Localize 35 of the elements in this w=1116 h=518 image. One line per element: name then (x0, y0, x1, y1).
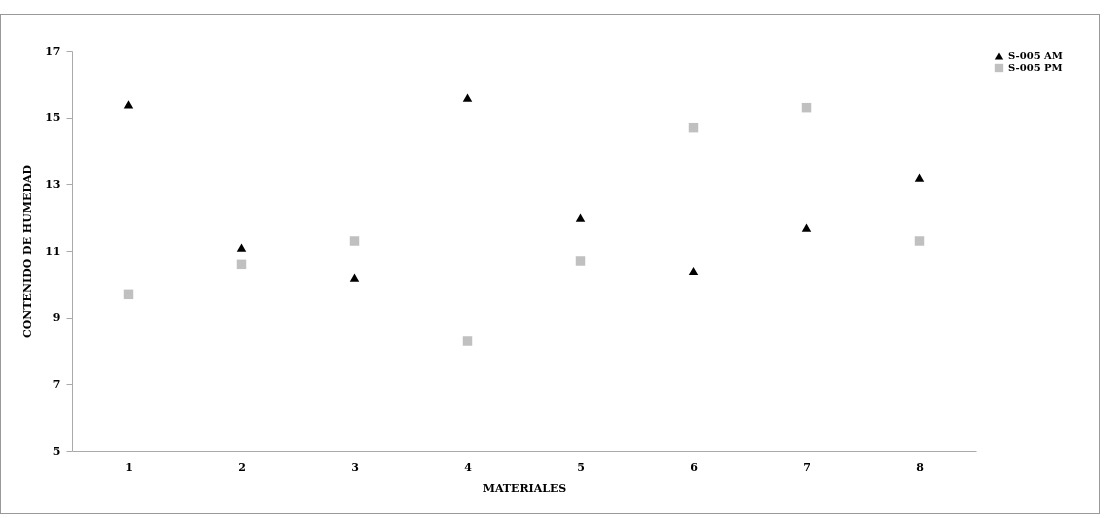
x-tick-label: 8 (916, 460, 925, 474)
point (575, 256, 586, 266)
y-tick-label: 15 (45, 111, 61, 125)
point (349, 273, 360, 282)
point (688, 122, 699, 133)
y-tick-label: 13 (45, 177, 61, 191)
x-axis-title: MATERIALES (482, 481, 567, 495)
y-axis-title: CONTENIDO DE HUMEDAD (21, 164, 35, 339)
legend-label: S-005 AM (1008, 50, 1063, 61)
y-tick-label: 11 (45, 244, 61, 258)
point (349, 236, 360, 246)
point (801, 102, 812, 113)
x-tick-label: 1 (125, 460, 133, 474)
x-tick-label: 4 (464, 460, 473, 474)
point (801, 223, 812, 232)
y-tick-label: 9 (52, 311, 61, 325)
point (123, 100, 134, 109)
x-tick-label: 7 (803, 460, 811, 474)
y-tick-label: 17 (45, 44, 61, 58)
x-tick-label: 3 (351, 460, 359, 474)
legend-label: S-005 PM (1008, 62, 1063, 73)
point (236, 259, 247, 270)
point (462, 336, 473, 346)
point (914, 173, 925, 182)
point (236, 243, 247, 252)
x-tick-label: 5 (577, 460, 585, 474)
point (575, 213, 586, 222)
point (123, 289, 134, 300)
point (914, 236, 925, 246)
x-tick-label: 2 (238, 460, 246, 474)
y-tick-label: 7 (52, 377, 61, 391)
y-tick-label: 5 (52, 444, 61, 458)
x-tick-label: 6 (690, 460, 699, 474)
point (688, 266, 699, 276)
point (462, 93, 473, 102)
